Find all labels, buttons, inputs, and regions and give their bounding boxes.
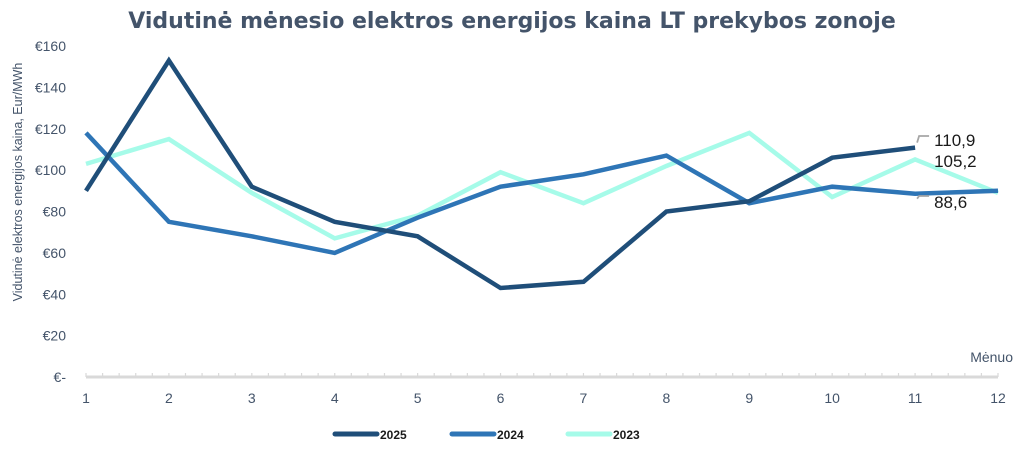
x-tick-label: 10 [824,390,840,406]
x-tick-label: 1 [82,390,90,406]
x-tick-label: 7 [580,390,588,406]
series-line-2025 [84,56,916,291]
legend-label-2023: 2023 [613,428,640,442]
x-tick-label: 11 [908,390,923,406]
x-tick-label: 6 [497,390,505,406]
y-tick-label: €120 [35,121,66,137]
y-tick-label: €100 [35,162,66,178]
x-tick-label: 5 [414,390,422,406]
x-tick-label: 8 [662,390,670,406]
x-tick-label: 2 [165,390,173,406]
series-line-2024 [84,131,999,256]
legend-label-2025: 2025 [380,428,407,442]
data-label-2024: 88,6 [934,193,967,212]
series-group [84,56,999,291]
y-tick-label: €160 [35,38,66,54]
x-tick-label: 12 [990,390,1006,406]
series-line-2023 [85,130,999,241]
data-labels: 110,9 105,2 88,6 [916,131,977,212]
y-axis-title: Vidutinė elektros energijos kaina, Eur/M… [11,63,25,302]
y-axis: €- €20 €40 €60 €80 €100 €120 €140 €160 [35,38,66,385]
y-tick-label: €80 [43,204,67,220]
x-axis: 1 2 3 4 5 6 7 8 9 10 11 12 [82,373,1006,406]
leader-line [916,195,930,200]
legend-label-2024: 2024 [497,428,524,442]
x-axis-title: Mėnuo [970,349,1013,365]
y-tick-label: €60 [43,245,67,261]
y-tick-label: €140 [35,79,66,95]
x-tick-label: 9 [745,390,753,406]
data-label-2025: 110,9 [934,131,975,150]
y-tick-label: €- [54,369,67,385]
chart-title: Vidutinė mėnesio elektros energijos kain… [128,9,896,34]
x-tick-label: 4 [331,390,339,406]
leader-line [916,135,930,143]
legend: 2025 2024 2023 [332,428,640,442]
y-tick-label: €20 [43,328,67,344]
x-tick-label: 3 [248,390,256,406]
data-label-2023: 105,2 [934,152,977,171]
y-tick-label: €40 [43,286,67,302]
